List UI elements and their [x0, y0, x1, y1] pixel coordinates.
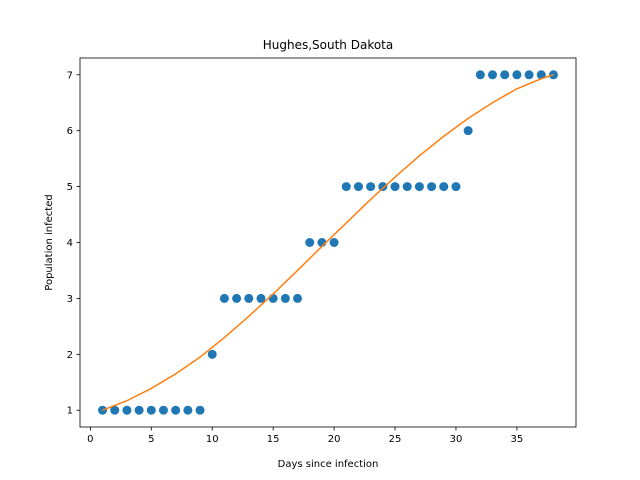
data-point — [280, 293, 290, 303]
x-tick-label: 5 — [148, 434, 154, 445]
data-point — [341, 182, 351, 192]
x-tick-label: 35 — [511, 434, 524, 445]
data-point — [378, 182, 388, 192]
y-tick-label: 2 — [67, 350, 73, 361]
data-point — [414, 182, 424, 192]
data-point — [305, 238, 315, 247]
data-point — [232, 293, 242, 303]
fit-curve — [102, 74, 554, 411]
data-point — [158, 405, 168, 415]
x-axis-label: Days since infection — [278, 459, 379, 470]
y-tick-label: 6 — [67, 126, 73, 137]
x-tick-label: 10 — [206, 434, 219, 445]
data-point — [427, 182, 437, 192]
y-tick-label: 4 — [67, 238, 73, 249]
data-point — [122, 405, 132, 415]
data-point — [475, 70, 485, 80]
y-axis-label: Population infected — [44, 194, 55, 290]
data-point — [207, 349, 217, 359]
data-point — [451, 182, 461, 192]
data-point — [548, 70, 558, 80]
data-point — [390, 182, 400, 192]
data-point — [244, 293, 254, 303]
x-tick-label: 30 — [450, 434, 463, 445]
data-point — [402, 182, 412, 192]
data-point — [488, 70, 498, 80]
x-tick-label: 25 — [389, 434, 402, 445]
data-point — [293, 293, 303, 303]
x-tick-label: 0 — [87, 434, 93, 445]
x-axis: 0 5 10 15 20 25 30 35 — [87, 427, 523, 445]
data-point — [353, 182, 363, 192]
data-point — [183, 405, 193, 415]
data-point — [146, 405, 156, 415]
chart-title: Hughes,South Dakota — [263, 38, 394, 52]
data-point — [500, 70, 510, 80]
data-point — [195, 405, 205, 415]
data-point — [512, 70, 522, 80]
y-tick-label: 5 — [67, 182, 73, 193]
data-point — [524, 70, 534, 80]
data-point — [98, 405, 108, 415]
data-point — [219, 293, 229, 303]
data-point — [268, 293, 278, 303]
y-tick-label: 1 — [67, 406, 73, 417]
data-point — [329, 238, 339, 247]
plot-area — [98, 70, 558, 415]
data-point — [536, 70, 546, 80]
data-point — [171, 405, 181, 415]
y-tick-label: 3 — [67, 294, 73, 305]
data-point — [134, 405, 144, 415]
data-point — [110, 405, 120, 415]
data-point — [463, 126, 473, 136]
data-point — [256, 293, 266, 303]
y-tick-label: 7 — [67, 70, 73, 81]
y-axis: 1 2 3 4 5 6 7 — [67, 70, 80, 417]
x-tick-label: 20 — [328, 434, 341, 445]
x-tick-label: 15 — [267, 434, 280, 445]
data-point — [439, 182, 449, 192]
data-point — [366, 182, 376, 192]
